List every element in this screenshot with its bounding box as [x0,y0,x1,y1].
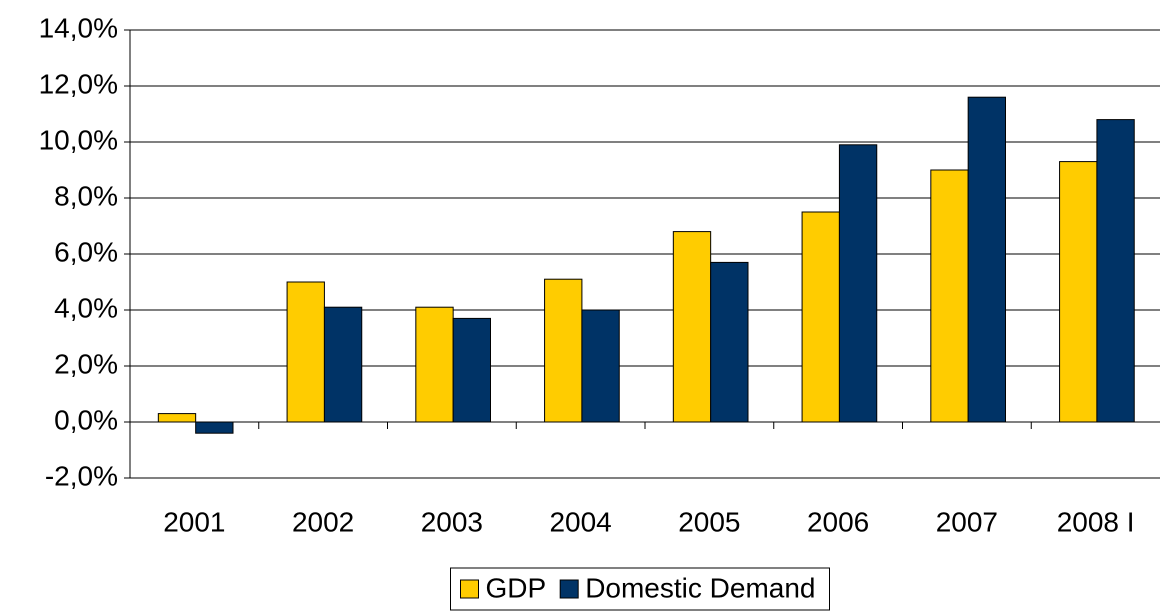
bar [1096,119,1135,423]
bar [452,317,492,423]
x-tick-label: 2008 I [1057,506,1135,537]
y-tick-label: 4,0% [54,292,118,323]
bar [581,309,620,423]
x-tick-label: 2007 [936,506,998,537]
bar [195,421,234,434]
bar [672,231,712,423]
x-tick-label: 2005 [678,506,740,537]
y-tick-label: -2,0% [45,460,118,491]
bar [323,306,363,423]
y-tick-label: 12,0% [39,68,118,99]
legend-label: GDP [486,572,547,603]
y-tick-label: 10,0% [39,124,118,155]
bar [415,306,454,423]
legend-box [450,567,830,611]
y-tick-label: 8,0% [54,180,118,211]
bar [286,281,325,423]
bar [801,211,840,423]
y-tick-label: 2,0% [54,348,118,379]
x-tick-label: 2001 [163,506,225,537]
legend-swatch [559,579,579,599]
bar [710,261,749,423]
y-tick-label: 0,0% [54,404,118,435]
x-tick-label: 2003 [421,506,483,537]
x-tick-label: 2004 [549,506,611,537]
legend-label: Domestic Demand [585,572,815,603]
bar [157,413,197,423]
y-tick-label: 14,0% [39,12,118,43]
bar [967,96,1006,423]
x-tick-label: 2002 [292,506,354,537]
bar [838,144,878,423]
bar [930,169,969,423]
bar [1059,161,1098,423]
y-tick-label: 6,0% [54,236,118,267]
x-tick-label: 2006 [807,506,869,537]
legend-swatch [460,579,479,599]
bar [544,278,583,423]
